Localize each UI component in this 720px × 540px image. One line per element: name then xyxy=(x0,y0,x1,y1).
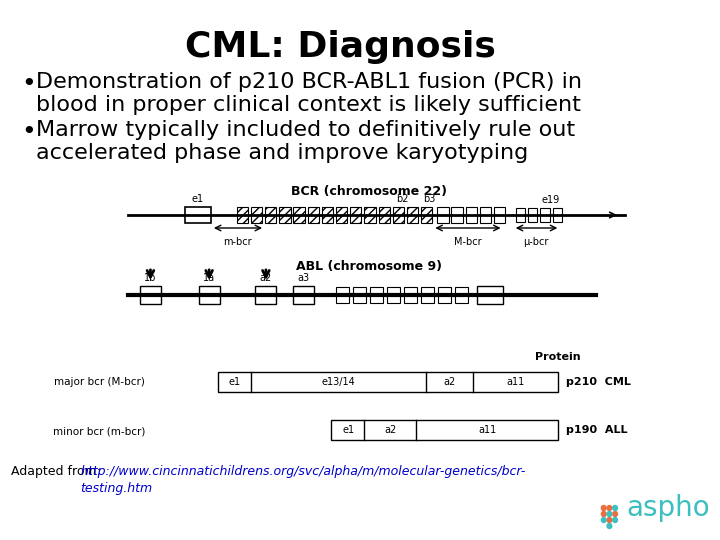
Circle shape xyxy=(607,505,612,510)
Text: e13/14: e13/14 xyxy=(321,377,355,387)
Text: Adapted from:: Adapted from: xyxy=(12,465,105,478)
Text: •: • xyxy=(21,72,35,96)
Text: M-bcr: M-bcr xyxy=(454,237,482,247)
Circle shape xyxy=(607,523,612,529)
Bar xyxy=(184,207,211,223)
Bar xyxy=(336,287,349,303)
Bar xyxy=(140,286,161,304)
Bar xyxy=(331,420,558,440)
Bar xyxy=(477,286,503,304)
Circle shape xyxy=(601,517,606,523)
Circle shape xyxy=(613,517,618,523)
Bar xyxy=(237,207,248,223)
Circle shape xyxy=(613,505,618,510)
Bar xyxy=(256,286,276,304)
Bar xyxy=(480,207,491,223)
Bar xyxy=(251,207,262,223)
Bar xyxy=(353,287,366,303)
Bar xyxy=(455,287,469,303)
Bar xyxy=(336,207,347,223)
Text: p190  ALL: p190 ALL xyxy=(566,425,627,435)
Text: ABL (chromosome 9): ABL (chromosome 9) xyxy=(296,260,442,273)
Text: a3: a3 xyxy=(297,273,310,283)
Text: Protein: Protein xyxy=(536,352,581,362)
Text: http://www.cincinnatichildrens.org/svc/alpha/m/molecular-genetics/bcr-
testing.h: http://www.cincinnatichildrens.org/svc/a… xyxy=(80,465,526,495)
Bar xyxy=(217,372,558,392)
Bar xyxy=(350,207,361,223)
Bar xyxy=(421,207,433,223)
Text: a2: a2 xyxy=(384,425,397,435)
Bar xyxy=(437,207,449,223)
Text: a11: a11 xyxy=(478,425,497,435)
Text: e1: e1 xyxy=(342,425,354,435)
Text: 1b: 1b xyxy=(144,273,157,283)
Bar xyxy=(379,207,390,223)
Circle shape xyxy=(607,511,612,516)
Bar xyxy=(421,287,434,303)
Bar xyxy=(364,207,376,223)
Text: 1a: 1a xyxy=(203,273,215,283)
Text: e1: e1 xyxy=(229,377,240,387)
Bar xyxy=(516,208,525,222)
Text: CML: Diagnosis: CML: Diagnosis xyxy=(185,30,496,64)
Circle shape xyxy=(601,505,606,510)
Bar xyxy=(494,207,505,223)
Bar xyxy=(392,207,404,223)
Bar xyxy=(407,207,418,223)
Text: a2: a2 xyxy=(260,273,272,283)
Bar xyxy=(322,207,333,223)
Text: e19: e19 xyxy=(541,195,560,205)
Text: Marrow typically included to definitively rule out: Marrow typically included to definitivel… xyxy=(36,120,575,140)
Text: accelerated phase and improve karyotyping: accelerated phase and improve karyotypin… xyxy=(36,143,528,163)
Bar xyxy=(370,287,383,303)
Text: μ-bcr: μ-bcr xyxy=(523,237,549,247)
Bar xyxy=(438,287,451,303)
Bar xyxy=(307,207,319,223)
Bar xyxy=(540,208,550,222)
Circle shape xyxy=(601,511,606,516)
Bar xyxy=(404,287,418,303)
Bar xyxy=(466,207,477,223)
Text: b2: b2 xyxy=(396,194,408,204)
Text: a11: a11 xyxy=(507,377,525,387)
Text: m-bcr: m-bcr xyxy=(223,237,252,247)
Text: Demonstration of p210 BCR-ABL1 fusion (PCR) in: Demonstration of p210 BCR-ABL1 fusion (P… xyxy=(36,72,582,92)
Text: e1: e1 xyxy=(192,194,204,204)
Bar xyxy=(528,208,538,222)
Bar xyxy=(265,207,276,223)
Bar xyxy=(293,207,305,223)
Text: BCR (chromosome 22): BCR (chromosome 22) xyxy=(291,185,447,198)
Text: blood in proper clinical context is likely sufficient: blood in proper clinical context is like… xyxy=(36,95,581,115)
Text: major bcr (M-bcr): major bcr (M-bcr) xyxy=(54,377,145,387)
Text: aspho: aspho xyxy=(626,494,710,522)
Text: p210  CML: p210 CML xyxy=(566,377,631,387)
Bar xyxy=(387,287,400,303)
Bar xyxy=(451,207,463,223)
Bar xyxy=(279,207,290,223)
Text: a2: a2 xyxy=(444,377,456,387)
Circle shape xyxy=(607,517,612,523)
Text: minor bcr (m-bcr): minor bcr (m-bcr) xyxy=(53,427,145,437)
Bar xyxy=(553,208,562,222)
Text: b3: b3 xyxy=(423,194,436,204)
Bar xyxy=(199,286,220,304)
Bar xyxy=(293,286,314,304)
Text: •: • xyxy=(21,120,35,144)
Circle shape xyxy=(613,511,618,516)
